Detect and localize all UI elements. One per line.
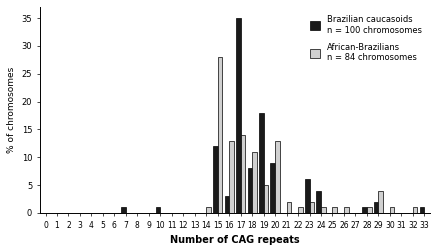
Legend: Brazilian caucasoids
n = 100 chromosomes, African-Brazilians
n = 84 chromosomes: Brazilian caucasoids n = 100 chromosomes… — [306, 11, 426, 67]
Bar — [275, 141, 280, 213]
Bar — [316, 191, 321, 213]
Y-axis label: % of chromosomes: % of chromosomes — [7, 67, 16, 153]
Bar — [287, 202, 291, 213]
Bar — [378, 191, 383, 213]
Bar — [206, 207, 211, 213]
Bar — [333, 207, 337, 213]
Bar — [305, 179, 309, 213]
Bar — [252, 152, 257, 213]
Bar — [309, 202, 314, 213]
Bar — [225, 196, 229, 213]
Bar — [413, 207, 417, 213]
Bar — [218, 57, 222, 213]
Bar — [298, 207, 303, 213]
Bar — [420, 207, 424, 213]
Bar — [241, 135, 245, 213]
Bar — [259, 113, 264, 213]
Bar — [362, 207, 367, 213]
Bar — [264, 185, 268, 213]
Bar — [271, 163, 275, 213]
Bar — [229, 141, 234, 213]
Bar — [374, 202, 378, 213]
Bar — [367, 207, 371, 213]
Bar — [390, 207, 395, 213]
Bar — [156, 207, 160, 213]
Bar — [247, 168, 252, 213]
Bar — [213, 146, 218, 213]
Bar — [236, 18, 241, 213]
Bar — [321, 207, 326, 213]
Bar — [121, 207, 126, 213]
Bar — [344, 207, 349, 213]
X-axis label: Number of CAG repeats: Number of CAG repeats — [170, 235, 300, 245]
